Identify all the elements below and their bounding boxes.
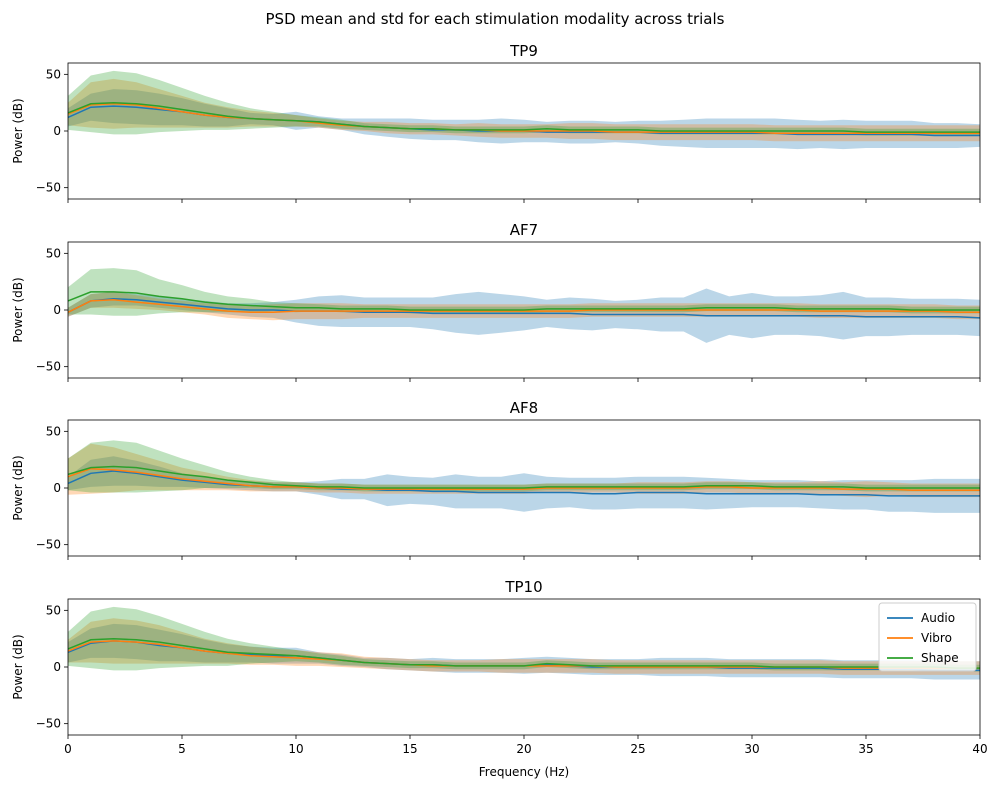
x-tick-label: 35 [858,742,873,756]
std-band-vibro [68,618,980,675]
series-group [68,70,980,150]
mean-line-vibro [68,467,980,492]
subplot-af8: AF8 Power (dB) −50 0 50 [11,399,981,560]
std-band-vibro [68,78,980,142]
x-tick-label: 30 [744,742,759,756]
mean-line-shape [68,291,980,311]
legend-label-audio: Audio [921,611,955,625]
std-band-vibro [68,291,980,321]
std-band-shape [68,440,980,493]
y-tick-label: 0 [53,481,61,495]
legend: Audio Vibro Shape [878,602,977,672]
std-band-audio [68,288,980,343]
subplot-title: TP9 [509,42,538,60]
subplot-tp9: TP9 Power (dB) −50 0 50 [11,42,981,203]
y-tick-label: 0 [53,303,61,317]
x-tick-label: 5 [178,742,186,756]
y-tick-label: −50 [36,717,61,731]
mean-line-shape [68,637,980,669]
y-axis-label: Power (dB) [11,634,25,699]
x-tick-label: 25 [630,742,645,756]
x-tick-label: 0 [64,742,72,756]
y-tick-label: 0 [53,124,61,138]
x-tick-label: 20 [516,742,531,756]
y-tick-label: 50 [46,424,61,438]
series-group [68,268,980,343]
subplot-title: TP10 [504,578,542,596]
x-axis-label: Frequency (Hz) [479,765,570,779]
y-tick-label: 50 [46,67,61,81]
y-tick-label: 50 [46,603,61,617]
mean-line-vibro [68,299,980,314]
x-tick-label: 15 [402,742,417,756]
series-group [68,440,980,513]
x-tick-label: 10 [288,742,303,756]
subplot-title: AF7 [510,221,538,239]
mean-line-vibro [68,103,980,135]
y-axis-label: Power (dB) [11,98,25,163]
figure-title: PSD mean and std for each stimulation mo… [266,10,725,28]
subplot-af7: AF7 Power (dB) −50 0 50 [11,221,981,382]
mean-line-audio [68,470,980,497]
y-tick-label: −50 [36,538,61,552]
mean-line-shape [68,465,980,489]
mean-line-audio [68,297,980,319]
legend-box [878,602,977,672]
mean-line-shape [68,101,980,133]
y-tick-label: 0 [53,660,61,674]
subplot-title: AF8 [510,399,538,417]
std-band-shape [68,268,980,316]
legend-label-shape: Shape [921,651,959,665]
y-tick-label: 50 [46,246,61,260]
std-band-shape [68,70,980,136]
std-band-vibro [68,443,980,498]
y-tick-label: −50 [36,181,61,195]
y-axis-label: Power (dB) [11,455,25,520]
x-tick-label: 40 [972,742,987,756]
y-tick-label: −50 [36,360,61,374]
std-band-audio [68,89,980,150]
legend-label-vibro: Vibro [921,631,952,645]
std-band-audio [68,456,980,513]
series-group [68,606,980,680]
y-axis-label: Power (dB) [11,277,25,342]
